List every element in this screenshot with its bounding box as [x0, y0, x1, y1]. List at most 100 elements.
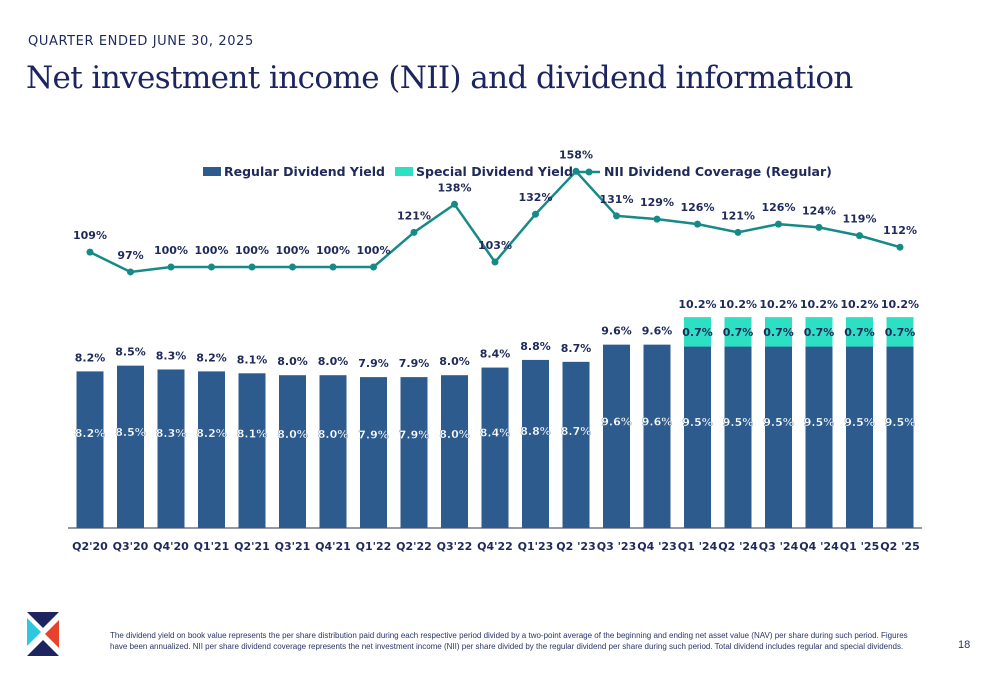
- x-tick-label-18: Q4 '24: [799, 540, 839, 553]
- coverage-point-15: [694, 220, 701, 228]
- bar-regular-3: [198, 371, 225, 528]
- bar-regular-10: [481, 367, 509, 528]
- total-label-15: 10.2%: [678, 298, 716, 311]
- coverage-label-4: 100%: [235, 244, 269, 257]
- bar-regular-7: [360, 377, 387, 528]
- coverage-point-11: [532, 210, 539, 218]
- bar-value-label-2: 8.3%: [156, 427, 187, 440]
- special-label-18: 0.7%: [804, 326, 835, 339]
- total-label-16: 10.2%: [719, 298, 757, 311]
- bar-value-label-18: 9.5%: [804, 416, 835, 429]
- total-label-19: 10.2%: [840, 298, 878, 311]
- total-label-7: 7.9%: [358, 357, 389, 370]
- coverage-label-2: 100%: [154, 244, 188, 257]
- bar-special-15: [684, 317, 711, 347]
- page-title: Net investment income (NII) and dividend…: [26, 60, 853, 96]
- total-label-20: 10.2%: [881, 298, 919, 311]
- x-tick-label-20: Q2 '25: [880, 540, 920, 553]
- legend-swatch-1: [395, 167, 413, 176]
- coverage-point-7: [370, 263, 377, 271]
- total-label-10: 8.4%: [480, 348, 511, 361]
- x-tick-label-7: Q1'22: [356, 540, 392, 553]
- total-label-11: 8.8%: [520, 340, 551, 353]
- x-tick-label-9: Q3'22: [437, 540, 473, 553]
- legend-marker-2: [585, 168, 593, 176]
- coverage-point-10: [491, 258, 499, 266]
- bar-value-label-15: 9.5%: [682, 416, 713, 429]
- page-number: 18: [958, 639, 971, 651]
- bar-value-label-1: 8.5%: [115, 426, 146, 439]
- coverage-point-2: [167, 263, 175, 271]
- coverage-label-7: 100%: [357, 244, 391, 257]
- x-tick-label-15: Q1 '24: [678, 540, 718, 553]
- company-logo: [27, 612, 59, 656]
- bar-special-17: [765, 317, 792, 347]
- x-tick-label-12: Q2 '23: [556, 540, 596, 553]
- coverage-point-0: [86, 248, 94, 256]
- bar-value-label-10: 8.4%: [480, 426, 511, 439]
- coverage-point-8: [410, 228, 418, 236]
- coverage-point-3: [208, 263, 215, 271]
- coverage-label-18: 124%: [802, 204, 836, 217]
- total-label-3: 8.2%: [196, 351, 227, 364]
- total-label-1: 8.5%: [115, 346, 146, 359]
- coverage-point-18: [815, 223, 823, 231]
- bar-regular-5: [279, 375, 306, 528]
- coverage-point-9: [451, 200, 458, 208]
- bar-regular-17: [765, 346, 792, 528]
- coverage-label-20: 112%: [883, 224, 917, 237]
- x-tick-label-10: Q4'22: [477, 540, 513, 553]
- total-label-18: 10.2%: [800, 298, 838, 311]
- x-tick-label-1: Q3'20: [113, 540, 149, 553]
- coverage-label-17: 126%: [762, 201, 796, 214]
- bar-special-20: [886, 317, 914, 347]
- bar-value-label-8: 7.9%: [399, 428, 430, 441]
- x-tick-label-5: Q3'21: [275, 540, 311, 553]
- bar-value-label-19: 9.5%: [844, 416, 875, 429]
- total-label-17: 10.2%: [759, 298, 797, 311]
- coverage-label-16: 121%: [721, 209, 755, 222]
- coverage-label-10: 103%: [478, 239, 512, 252]
- legend-label-2: NII Dividend Coverage (Regular): [604, 164, 832, 179]
- bar-value-label-6: 8.0%: [318, 428, 349, 441]
- x-tick-label-0: Q2'20: [72, 540, 108, 553]
- bar-special-16: [724, 317, 752, 347]
- bar-regular-8: [400, 377, 428, 528]
- bar-value-label-4: 8.1%: [237, 428, 268, 441]
- bar-regular-0: [76, 371, 104, 528]
- coverage-point-16: [734, 228, 742, 236]
- bar-regular-9: [441, 375, 468, 528]
- bar-regular-1: [117, 365, 144, 528]
- coverage-label-1: 97%: [117, 249, 143, 262]
- total-label-12: 8.7%: [561, 342, 592, 355]
- legend-label-0: Regular Dividend Yield: [224, 164, 385, 179]
- bar-value-label-17: 9.5%: [763, 416, 794, 429]
- bar-regular-4: [238, 373, 266, 528]
- total-label-6: 8.0%: [318, 355, 349, 368]
- bar-value-label-3: 8.2%: [196, 427, 227, 440]
- coverage-point-17: [775, 220, 782, 228]
- bar-value-label-13: 9.6%: [601, 416, 632, 429]
- coverage-point-6: [329, 263, 337, 271]
- bar-regular-13: [603, 344, 630, 528]
- coverage-label-3: 100%: [195, 244, 229, 257]
- special-label-15: 0.7%: [682, 326, 713, 339]
- coverage-label-15: 126%: [681, 201, 715, 214]
- x-tick-label-8: Q2'22: [396, 540, 432, 553]
- x-tick-label-3: Q1'21: [194, 540, 230, 553]
- bar-value-label-12: 8.7%: [561, 425, 592, 438]
- bar-regular-16: [724, 346, 752, 528]
- bar-special-18: [805, 317, 833, 347]
- bar-regular-6: [319, 375, 347, 528]
- x-tick-label-11: Q1'23: [518, 540, 554, 553]
- bar-regular-2: [157, 369, 185, 528]
- coverage-point-13: [613, 212, 620, 220]
- x-tick-label-19: Q1 '25: [840, 540, 880, 553]
- x-tick-label-6: Q4'21: [315, 540, 351, 553]
- coverage-label-13: 131%: [600, 193, 634, 206]
- bar-value-label-0: 8.2%: [75, 427, 106, 440]
- coverage-label-19: 119%: [843, 213, 877, 226]
- coverage-point-1: [127, 268, 134, 276]
- special-label-17: 0.7%: [763, 326, 794, 339]
- bar-value-label-20: 9.5%: [885, 416, 916, 429]
